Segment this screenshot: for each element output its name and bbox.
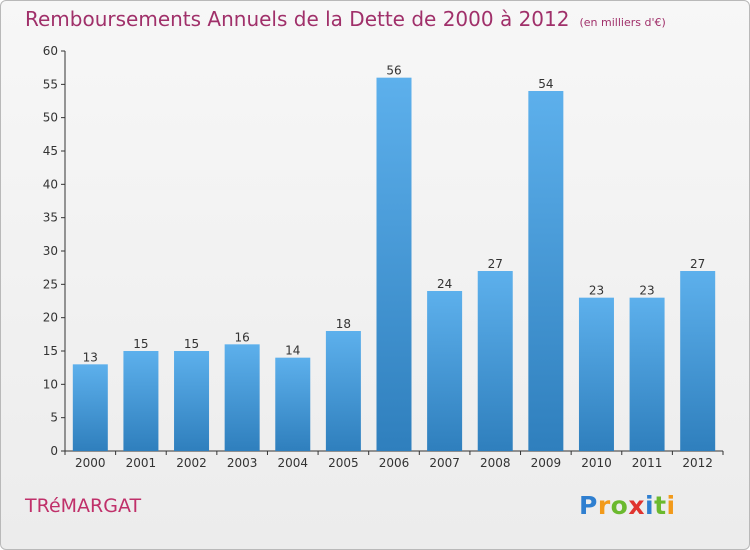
x-tick-label: 2004 <box>277 456 308 470</box>
bar-value-label: 14 <box>285 344 300 358</box>
y-tick-label: 25 <box>43 277 58 291</box>
chart-title-block: Remboursements Annuels de la Dette de 20… <box>25 7 745 31</box>
x-tick-label: 2008 <box>480 456 511 470</box>
bar <box>427 291 463 451</box>
x-tick-label: 2005 <box>328 456 359 470</box>
bar <box>325 331 361 451</box>
x-tick-label: 2002 <box>176 456 207 470</box>
y-tick-label: 20 <box>43 311 58 325</box>
y-tick-label: 5 <box>50 411 58 425</box>
y-tick-label: 45 <box>43 144 58 158</box>
y-tick-label: 40 <box>43 177 58 191</box>
chart-title: Remboursements Annuels de la Dette de 20… <box>25 7 570 31</box>
bar-value-label: 15 <box>184 337 199 351</box>
y-tick-label: 50 <box>43 111 58 125</box>
x-tick-label: 2011 <box>632 456 663 470</box>
x-tick-label: 2010 <box>581 456 612 470</box>
y-tick-label: 10 <box>43 377 58 391</box>
logo-letter: x <box>628 491 645 520</box>
x-tick-label: 2009 <box>531 456 562 470</box>
y-tick-label: 35 <box>43 211 58 225</box>
x-tick-label: 2012 <box>682 456 713 470</box>
bar <box>528 91 564 451</box>
chart-subtitle: (en milliers d'€) <box>579 16 666 29</box>
bar <box>224 344 260 451</box>
bar <box>578 297 614 451</box>
bar <box>174 351 210 451</box>
bar <box>477 271 513 451</box>
bar-value-label: 16 <box>235 330 250 344</box>
bar <box>629 297 665 451</box>
y-tick-label: 55 <box>43 77 58 91</box>
y-tick-label: 15 <box>43 344 58 358</box>
y-tick-label: 30 <box>43 244 58 258</box>
x-tick-label: 2003 <box>227 456 258 470</box>
logo-letter: P <box>579 491 598 520</box>
bar <box>123 351 159 451</box>
bar-value-label: 13 <box>83 350 98 364</box>
bar <box>275 357 311 451</box>
bar-value-label: 27 <box>690 257 705 271</box>
bar-value-label: 15 <box>133 337 148 351</box>
bar <box>72 364 108 451</box>
logo-letter: r <box>597 491 611 520</box>
proxiti-logo: Proxiti <box>579 491 676 520</box>
bar-value-label: 18 <box>336 317 351 331</box>
logo-letter: i <box>666 491 676 520</box>
bar-value-label: 23 <box>589 284 604 298</box>
bar-value-label: 23 <box>639 284 654 298</box>
x-tick-label: 2001 <box>126 456 157 470</box>
logo-letter: i <box>645 491 655 520</box>
bar <box>680 271 716 451</box>
city-name: TRéMARGAT <box>25 495 142 517</box>
bar-value-label: 56 <box>386 64 401 78</box>
x-tick-label: 2006 <box>379 456 410 470</box>
logo-letter: t <box>654 491 667 520</box>
x-tick-label: 2000 <box>75 456 106 470</box>
bar-value-label: 27 <box>488 257 503 271</box>
y-tick-label: 0 <box>50 444 58 458</box>
bar <box>376 77 412 452</box>
x-tick-label: 2007 <box>429 456 460 470</box>
bar-value-label: 54 <box>538 77 553 91</box>
y-tick-label: 60 <box>43 44 58 58</box>
logo-letter: o <box>610 491 629 520</box>
bar-value-label: 24 <box>437 277 452 291</box>
